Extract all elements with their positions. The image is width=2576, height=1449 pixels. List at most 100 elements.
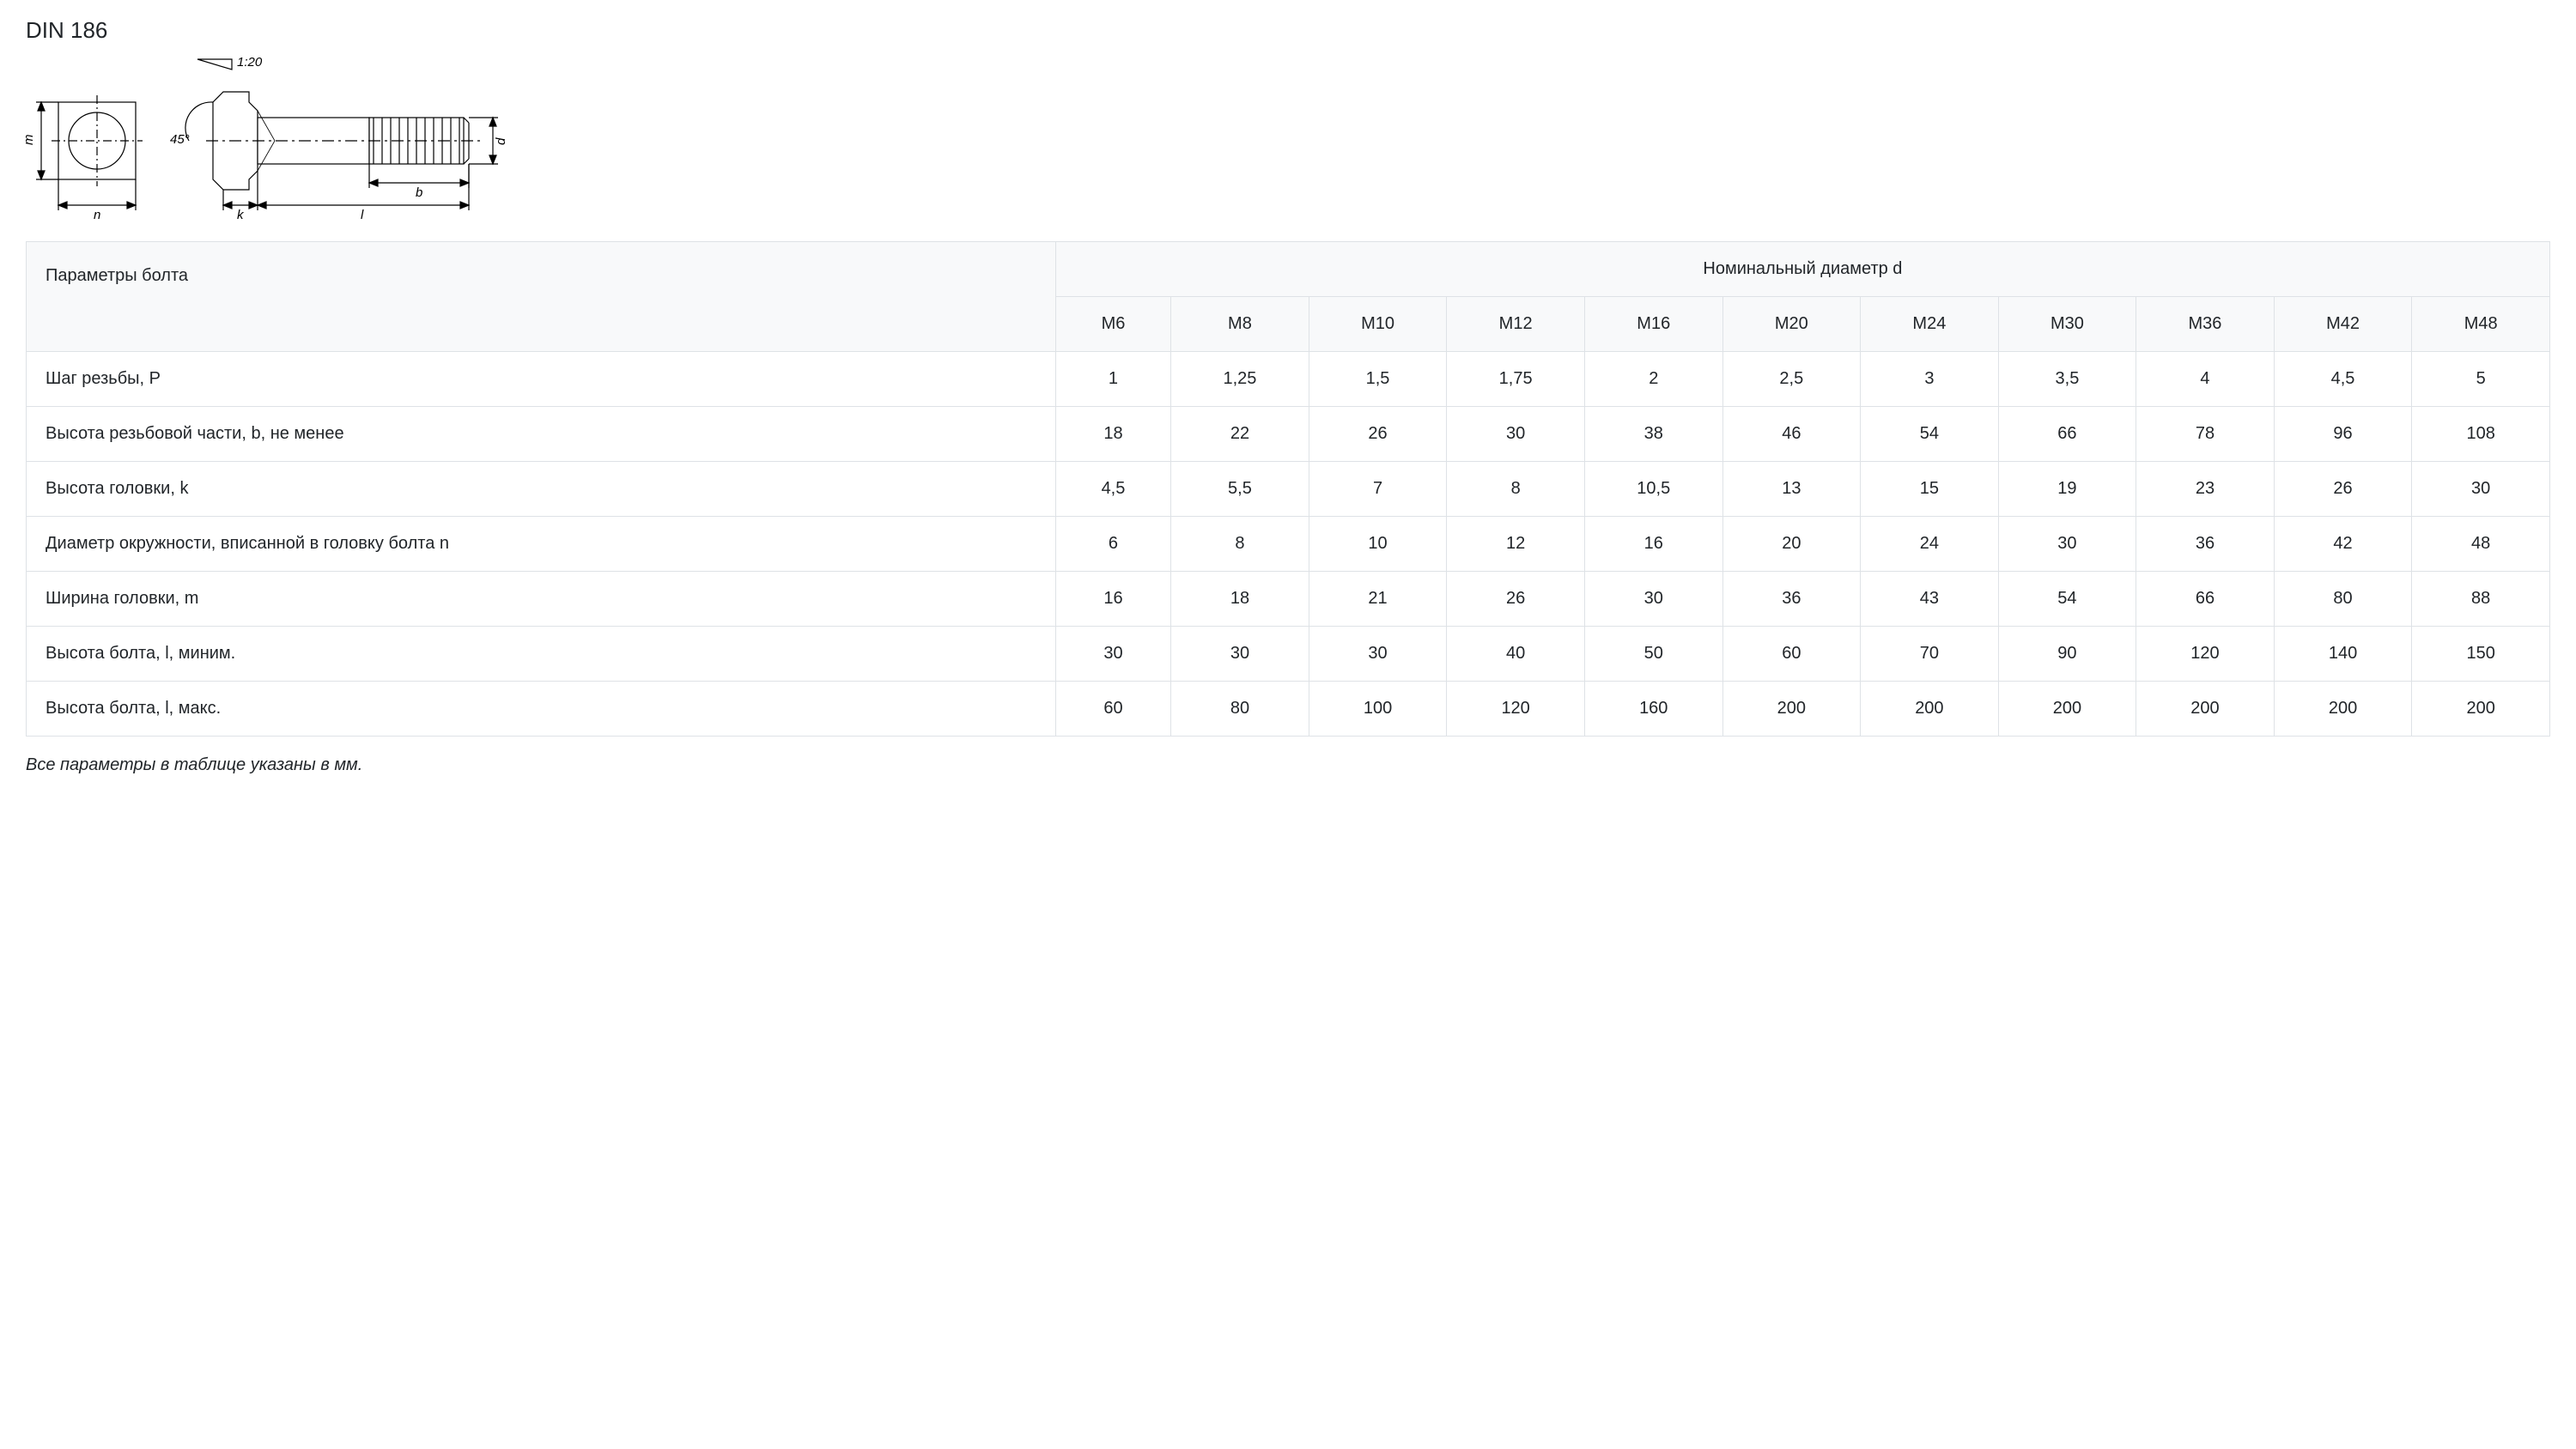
cell: 30 (2412, 462, 2550, 517)
cell: 36 (2136, 517, 2275, 572)
col-header: M30 (1998, 297, 2136, 352)
cell: 120 (2136, 627, 2275, 682)
cell: 200 (1861, 682, 1999, 737)
cell: 66 (1998, 407, 2136, 462)
table-row: Высота болта, l, макс.608010012016020020… (27, 682, 2550, 737)
page-title: DIN 186 (26, 17, 2550, 44)
cell: 26 (1447, 572, 1585, 627)
col-header: M10 (1309, 297, 1447, 352)
dim-n-label: n (94, 208, 100, 222)
cell: 20 (1722, 517, 1861, 572)
col-header: M8 (1171, 297, 1309, 352)
cell: 108 (2412, 407, 2550, 462)
cell: 54 (1861, 407, 1999, 462)
cell: 5,5 (1171, 462, 1309, 517)
param-label: Высота болта, l, макс. (27, 682, 1056, 737)
cell: 96 (2274, 407, 2412, 462)
cell: 30 (1447, 407, 1585, 462)
cell: 42 (2274, 517, 2412, 572)
table-row: Высота болта, l, миним.30303040506070901… (27, 627, 2550, 682)
cell: 26 (2274, 462, 2412, 517)
cell: 4,5 (2274, 352, 2412, 407)
cell: 26 (1309, 407, 1447, 462)
cell: 200 (1998, 682, 2136, 737)
cell: 8 (1171, 517, 1309, 572)
table-row: Высота головки, k4,55,57810,513151923263… (27, 462, 2550, 517)
cell: 140 (2274, 627, 2412, 682)
param-label: Высота головки, k (27, 462, 1056, 517)
cell: 30 (1998, 517, 2136, 572)
col-header: M20 (1722, 297, 1861, 352)
cell: 19 (1998, 462, 2136, 517)
cell: 3,5 (1998, 352, 2136, 407)
cell: 1,75 (1447, 352, 1585, 407)
cell: 36 (1722, 572, 1861, 627)
cell: 22 (1171, 407, 1309, 462)
table-row: Шаг резьбы, P11,251,51,7522,533,544,55 (27, 352, 2550, 407)
dim-d-label: d (494, 137, 508, 145)
cell: 1,25 (1171, 352, 1309, 407)
diagram-svg: m n (26, 51, 532, 222)
cell: 30 (1309, 627, 1447, 682)
table-row: Ширина головки, m1618212630364354668088 (27, 572, 2550, 627)
cell: 30 (1171, 627, 1309, 682)
cell: 12 (1447, 517, 1585, 572)
col-header: M12 (1447, 297, 1585, 352)
dim-m-label: m (26, 135, 36, 146)
cell: 23 (2136, 462, 2275, 517)
cell: 80 (1171, 682, 1309, 737)
cell: 30 (1584, 572, 1722, 627)
param-label: Высота болта, l, миним. (27, 627, 1056, 682)
cell: 7 (1309, 462, 1447, 517)
cell: 1 (1055, 352, 1170, 407)
col-header: M6 (1055, 297, 1170, 352)
cell: 6 (1055, 517, 1170, 572)
col-header: M42 (2274, 297, 2412, 352)
cell: 2,5 (1722, 352, 1861, 407)
dim-l-label: l (361, 208, 364, 222)
param-header: Параметры болта (27, 242, 1056, 352)
cell: 10,5 (1584, 462, 1722, 517)
diameter-header: Номинальный диаметр d (1055, 242, 2549, 297)
cell: 46 (1722, 407, 1861, 462)
cell: 200 (1722, 682, 1861, 737)
cell: 2 (1584, 352, 1722, 407)
cell: 8 (1447, 462, 1585, 517)
cell: 3 (1861, 352, 1999, 407)
cell: 70 (1861, 627, 1999, 682)
cell: 5 (2412, 352, 2550, 407)
param-label: Шаг резьбы, P (27, 352, 1056, 407)
cell: 200 (2412, 682, 2550, 737)
cell: 120 (1447, 682, 1585, 737)
cell: 54 (1998, 572, 2136, 627)
cell: 16 (1055, 572, 1170, 627)
cell: 90 (1998, 627, 2136, 682)
cell: 4 (2136, 352, 2275, 407)
cell: 66 (2136, 572, 2275, 627)
param-label: Диаметр окружности, вписанной в головку … (27, 517, 1056, 572)
footnote: Все параметры в таблице указаны в мм. (26, 755, 2550, 775)
table-header: Параметры болта Номинальный диаметр d M6… (27, 242, 2550, 352)
cell: 43 (1861, 572, 1999, 627)
cell: 38 (1584, 407, 1722, 462)
col-header: M24 (1861, 297, 1999, 352)
cell: 150 (2412, 627, 2550, 682)
cell: 200 (2274, 682, 2412, 737)
dim-k-label: k (237, 208, 245, 222)
cell: 1,5 (1309, 352, 1447, 407)
cell: 48 (2412, 517, 2550, 572)
cell: 60 (1722, 627, 1861, 682)
cell: 30 (1055, 627, 1170, 682)
cell: 60 (1055, 682, 1170, 737)
col-header: M36 (2136, 297, 2275, 352)
cell: 15 (1861, 462, 1999, 517)
cell: 16 (1584, 517, 1722, 572)
cell: 13 (1722, 462, 1861, 517)
cell: 24 (1861, 517, 1999, 572)
col-header: M16 (1584, 297, 1722, 352)
cell: 100 (1309, 682, 1447, 737)
spec-table: Параметры болта Номинальный диаметр d M6… (26, 241, 2550, 737)
cell: 88 (2412, 572, 2550, 627)
cell: 10 (1309, 517, 1447, 572)
param-label: Высота резьбовой части, b, не менее (27, 407, 1056, 462)
